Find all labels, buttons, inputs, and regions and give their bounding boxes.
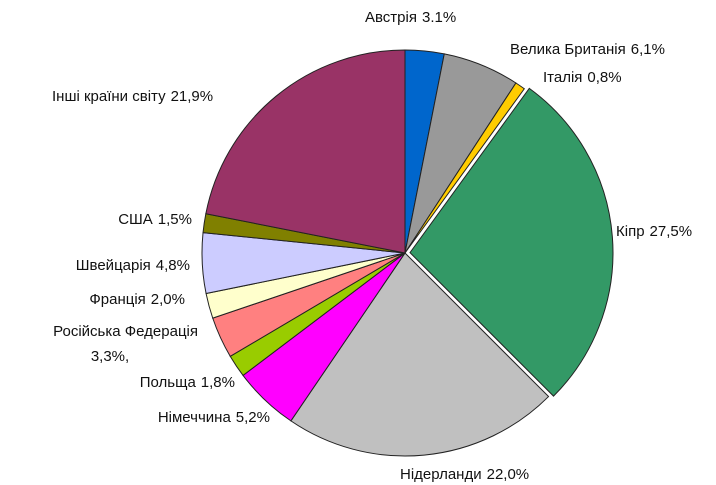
- slice-label: Німеччина 5,2%: [158, 409, 270, 426]
- slice-label: Інші країни світу 21,9%: [52, 88, 213, 105]
- slice-label: Велика Британія 6,1%: [510, 41, 665, 58]
- category-name: Інші країни світу: [52, 88, 166, 105]
- category-name: Польща: [140, 374, 197, 391]
- pie-slice: [205, 49, 406, 254]
- category-name: Італія: [543, 69, 582, 86]
- value-label: 1,8%: [201, 374, 235, 391]
- category-name: Російська Федерація: [53, 323, 198, 340]
- value-label: 5,2%: [236, 409, 270, 426]
- value-label: 4,8%: [156, 257, 190, 274]
- category-name: Німеччина: [158, 409, 232, 426]
- value-label: 22,0%: [487, 466, 530, 483]
- slice-label: США 1,5%: [118, 211, 192, 228]
- slice-label: Італія 0,8%: [543, 69, 622, 86]
- slice-label: Франція 2,0%: [89, 291, 185, 308]
- value-label: 6,1%: [631, 41, 665, 58]
- category-name: Нідерланди: [400, 466, 482, 483]
- pie-slice: [409, 87, 614, 397]
- pie-slice: [404, 82, 526, 254]
- value-label: 27,5%: [650, 223, 693, 240]
- slice-label: Польща 1,8%: [140, 374, 235, 391]
- category-name: Швейцарія: [76, 257, 151, 274]
- category-name: Австрія: [365, 9, 417, 26]
- value-label: 21,9%: [171, 88, 214, 105]
- slice-label: Нідерланди 22,0%: [400, 466, 529, 483]
- value-label: 2,0%: [151, 291, 185, 308]
- value-label: 0,8%: [587, 69, 621, 86]
- category-name: Франція: [89, 291, 145, 308]
- category-name: США: [118, 211, 153, 228]
- category-name: Кіпр: [616, 223, 645, 240]
- slice-label: Кіпр 27,5%: [616, 223, 692, 240]
- slice-label: Швейцарія 4,8%: [76, 257, 190, 274]
- slice-value: 3,3%,: [91, 348, 129, 365]
- pie-slice: [290, 252, 550, 457]
- category-name: Велика Британія: [510, 41, 626, 58]
- value-label: 1,5%: [158, 211, 192, 228]
- slice-label: Російська Федерація: [53, 323, 198, 340]
- value-label: 3.1%: [422, 9, 456, 26]
- value-label: 3,3%,: [91, 348, 129, 365]
- slice-label: Австрія 3.1%: [365, 9, 456, 26]
